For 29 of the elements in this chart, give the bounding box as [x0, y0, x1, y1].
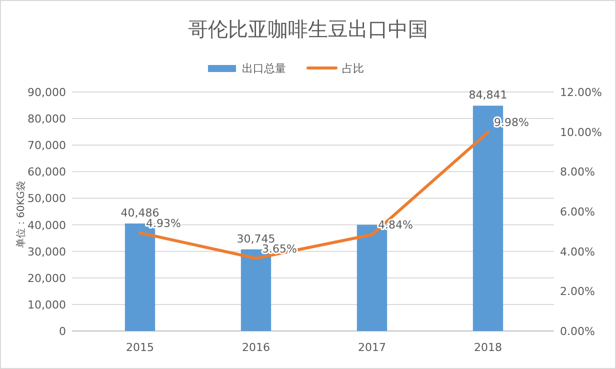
data-label: 40,486 — [120, 206, 160, 220]
y-tick-label: 70,000 — [28, 139, 66, 152]
x-tick-label: 2016 — [242, 341, 270, 354]
x-tick-label: 2015 — [126, 341, 154, 354]
y2-tick-label: 0.00% — [560, 325, 595, 338]
y-tick-label: 90,000 — [28, 86, 66, 99]
y-tick-label: 40,000 — [28, 218, 66, 232]
legend-label: 占比 — [342, 62, 364, 75]
chart-title: 哥伦比亚咖啡生豆出口中国 — [188, 17, 428, 41]
y2-tick-label: 8.00% — [560, 166, 595, 179]
x-tick-label: 2018 — [474, 341, 502, 354]
data-label: 84,841 — [468, 88, 508, 102]
y2-tick-label: 2.00% — [560, 285, 595, 298]
y-tick-label: 0 — [59, 325, 66, 338]
y2-tick-label: 6.00% — [560, 206, 595, 218]
y2-tick-label: 12.00% — [560, 86, 602, 99]
y-tick-label: 10,000 — [28, 298, 66, 312]
y2-tick-label: 4.00% — [560, 245, 595, 258]
y-tick-label: 50,000 — [28, 192, 66, 206]
y-axis-title: 单位：60KG袋 — [15, 180, 27, 248]
data-label: 30,745 — [236, 232, 276, 246]
legend-label: 出口总量 — [242, 62, 286, 75]
y-tick-label: 80,000 — [28, 112, 66, 126]
data-label: 4.93% — [146, 216, 181, 230]
y-tick-label: 20,000 — [28, 272, 66, 285]
y-tick-label: 30,000 — [28, 245, 66, 258]
y-tick-label: 60,000 — [28, 166, 66, 179]
x-tick-label: 2017 — [358, 341, 386, 354]
y2-tick-label: 10.00% — [560, 126, 602, 139]
